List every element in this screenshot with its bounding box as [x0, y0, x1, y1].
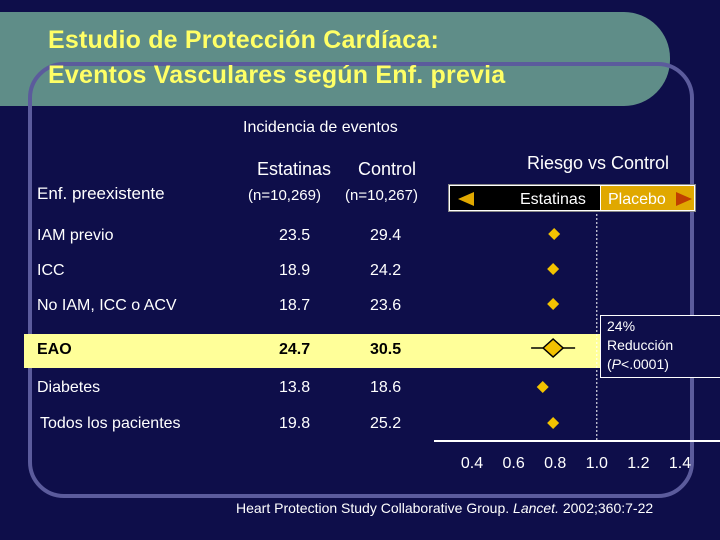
right-arrow-icon: [676, 192, 692, 206]
point-estimate-marker: [536, 381, 549, 393]
source-citation: Heart Protection Study Collaborative Gro…: [236, 500, 653, 516]
p-label: P: [611, 356, 622, 372]
legend-statins-label: Estatinas: [520, 191, 586, 208]
point-estimate-marker: [547, 263, 560, 275]
incidence-header: Incidencia de eventos: [243, 119, 398, 136]
x-tick-label: 0.4: [461, 455, 483, 472]
row-label: Todos los pacientes: [40, 415, 181, 432]
p-value: <.0001): [621, 356, 669, 372]
row-control-value: 30.5: [370, 341, 402, 358]
risk-header: Riesgo vs Control: [527, 153, 670, 173]
row-header: Enf. preexistente: [37, 184, 165, 203]
row-control-value: 23.6: [370, 297, 402, 314]
row-label: IAM previo: [37, 227, 114, 244]
legend-statins-side: [450, 186, 600, 210]
source-journal: Lancet.: [513, 500, 559, 516]
row-statins-value: 23.5: [279, 227, 311, 244]
note-percent: 24%: [607, 318, 636, 334]
title-banner: [0, 12, 670, 109]
statins-column-header: Estatinas: [257, 159, 332, 179]
x-tick-label: 0.6: [502, 455, 524, 472]
row-statins-value: 18.7: [279, 297, 311, 314]
row-statins-value: 19.8: [279, 415, 311, 432]
row-statins-value: 24.7: [279, 341, 311, 358]
x-tick-label: 0.8: [544, 455, 566, 472]
source-text: Heart Protection Study Collaborative Gro…: [236, 500, 510, 516]
row-label: Diabetes: [37, 379, 101, 396]
title-line-1: Estudio de Protección Cardíaca:: [48, 26, 440, 54]
row-control-value: 29.4: [370, 227, 402, 244]
row-label: ICC: [37, 262, 65, 279]
control-n: (n=10,267): [345, 187, 418, 204]
row-label: EAO: [37, 341, 72, 358]
x-tick-label: 1.2: [627, 455, 649, 472]
title-line-2: Eventos Vasculares según Enf. previa: [48, 61, 506, 89]
forest-legend: [448, 184, 696, 212]
note-pvalue: (P<.0001): [607, 356, 669, 372]
point-estimate-marker: [548, 228, 561, 240]
row-control-value: 25.2: [370, 415, 402, 432]
control-column-header: Control: [358, 159, 417, 179]
x-tick-label: 1.0: [586, 455, 608, 472]
legend-placebo-label: Placebo: [608, 191, 666, 208]
reduction-note: [600, 315, 720, 378]
row-statins-value: 18.9: [279, 262, 311, 279]
statins-n: (n=10,269): [248, 187, 321, 204]
row-statins-value: 13.8: [279, 379, 311, 396]
x-tick-label: 1.4: [669, 455, 691, 472]
row-label: No IAM, ICC o ACV: [37, 297, 177, 314]
point-estimate-marker: [547, 417, 560, 429]
content-frame: [28, 62, 694, 498]
note-reduction: Reducción: [607, 337, 674, 353]
row-control-value: 18.6: [370, 379, 402, 396]
source-ref: 2002;360:7-22: [562, 500, 654, 516]
left-arrow-icon: [458, 192, 474, 206]
point-estimate-marker: [547, 298, 560, 310]
point-estimate-marker: [541, 337, 565, 359]
row-control-value: 24.2: [370, 262, 402, 279]
highlight-row-band: [24, 334, 600, 368]
